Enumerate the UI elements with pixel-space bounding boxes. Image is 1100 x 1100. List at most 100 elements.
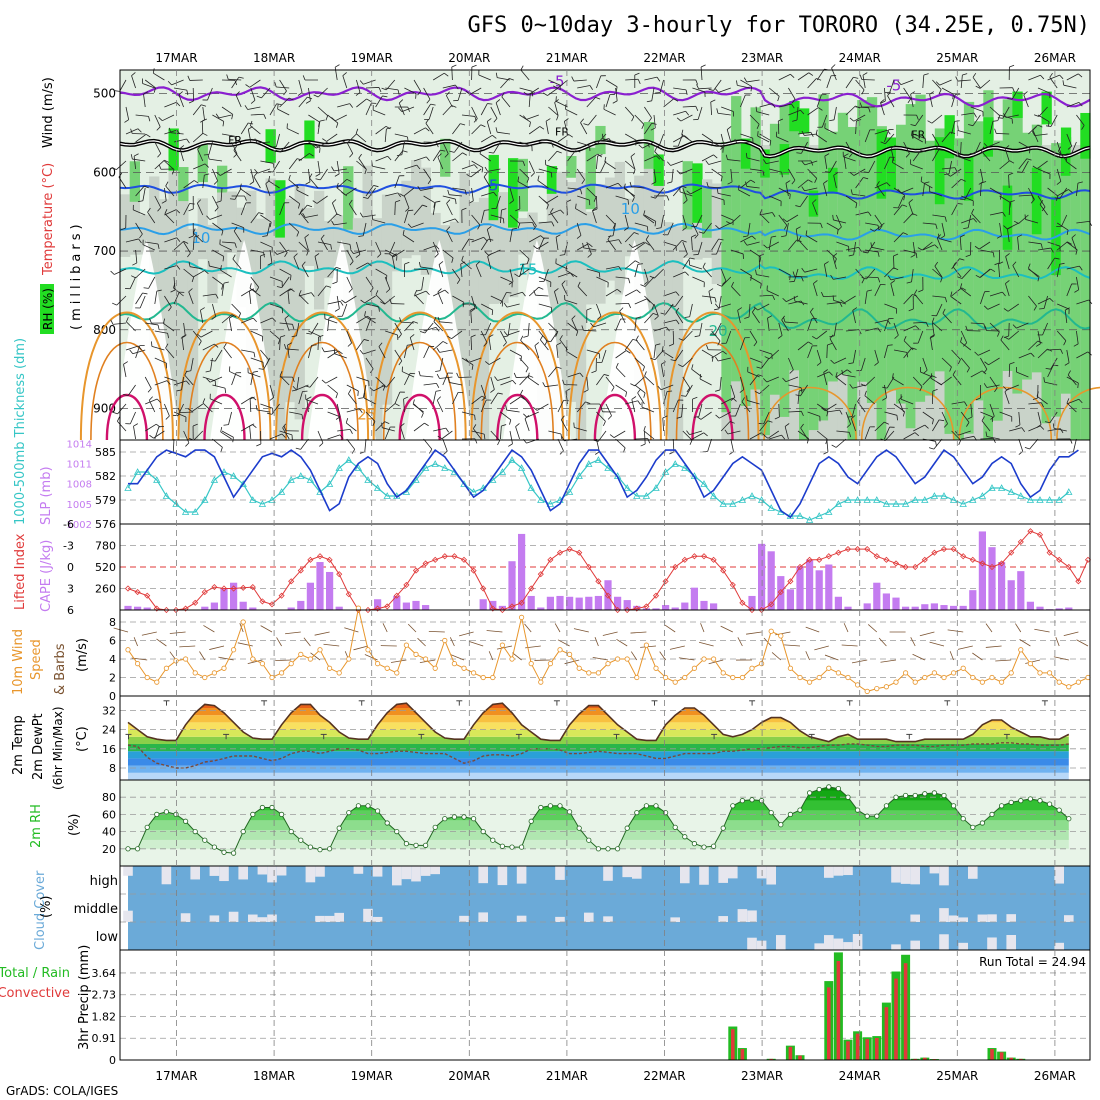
wind-speed-series-point bbox=[864, 688, 870, 694]
wind-barb-flag bbox=[580, 118, 585, 123]
wind-barb bbox=[874, 129, 888, 135]
cape-bar bbox=[892, 597, 900, 610]
wind-speed-series-point bbox=[451, 661, 457, 667]
wind-barb-10m bbox=[417, 637, 426, 647]
wind-barb-flag bbox=[473, 164, 478, 169]
wind-barb-flag bbox=[662, 415, 668, 419]
rh-band-green bbox=[954, 138, 965, 440]
wind-barb bbox=[689, 430, 703, 435]
wind-barb bbox=[807, 168, 817, 179]
wind-barb-flag bbox=[387, 156, 392, 161]
wind-barb-flag bbox=[952, 370, 956, 376]
wind-barb-flag bbox=[483, 342, 488, 347]
wind-barb bbox=[961, 112, 975, 116]
wind-barb-flag bbox=[276, 103, 282, 105]
wind-barb bbox=[172, 438, 175, 453]
date-label-bottom: 25MAR bbox=[936, 1069, 978, 1083]
wind-barb bbox=[365, 102, 372, 116]
wind-barb-flag bbox=[624, 227, 629, 231]
wind-speed-series-point bbox=[854, 682, 861, 688]
wind-barb-10m bbox=[323, 643, 340, 647]
wind-barb bbox=[135, 133, 147, 143]
rh-tick-label: 20 bbox=[102, 843, 116, 856]
wind-barb-flag bbox=[934, 261, 939, 267]
wind-barb bbox=[519, 141, 533, 147]
wind-barb bbox=[832, 256, 837, 270]
wind-barb bbox=[221, 430, 234, 438]
wind-barb-flag bbox=[1005, 280, 1010, 284]
rh-series-point bbox=[979, 820, 986, 826]
rh-band-green bbox=[440, 138, 451, 177]
wind-barb-flag bbox=[116, 416, 120, 422]
wind-speed-series-point bbox=[509, 656, 515, 662]
precip-convective-bar bbox=[731, 1029, 735, 1060]
wind-barb-flag bbox=[655, 343, 661, 346]
wind-barb bbox=[673, 87, 687, 91]
cloud-middle-bar bbox=[910, 914, 920, 922]
wind-barb bbox=[852, 349, 856, 363]
wind-barb bbox=[1076, 330, 1079, 344]
wind-barb-flag bbox=[874, 362, 879, 366]
rh-series-point bbox=[854, 807, 861, 813]
wind-barb bbox=[605, 376, 615, 388]
wind-barb-flag bbox=[176, 102, 181, 107]
wind-barb bbox=[1038, 106, 1048, 117]
wind-barb-flag bbox=[1031, 131, 1036, 136]
wind-barb bbox=[375, 125, 387, 135]
cloud-low-bar bbox=[833, 938, 844, 950]
wind-barb-flag bbox=[560, 209, 565, 214]
wind-barb bbox=[653, 326, 667, 332]
wind-barb bbox=[654, 268, 664, 279]
cape-bar bbox=[930, 603, 938, 610]
wind-barb bbox=[697, 241, 703, 255]
cloud-middle-bar bbox=[977, 914, 988, 922]
wind-barb-10m bbox=[843, 623, 849, 633]
wind-barb bbox=[412, 403, 424, 413]
wind-barb-flag bbox=[130, 154, 133, 160]
wind-barb bbox=[173, 380, 187, 386]
cape-bar bbox=[1055, 608, 1063, 610]
wind-barb bbox=[711, 350, 723, 359]
rh-series-point bbox=[720, 825, 726, 831]
wind-barb-flag bbox=[795, 205, 801, 208]
rh-series-point bbox=[1037, 798, 1043, 804]
wind-barb bbox=[475, 264, 482, 278]
wind-speed-series-point bbox=[1027, 661, 1034, 667]
cloud-layer-label: low bbox=[96, 930, 119, 945]
wind-barb bbox=[212, 168, 219, 182]
wind-barb bbox=[314, 256, 319, 270]
rh-band-mid bbox=[333, 215, 344, 266]
wind-barb bbox=[145, 398, 158, 405]
wind-barb-flag bbox=[461, 255, 464, 261]
wind-barb bbox=[637, 392, 645, 405]
wind-barb-flag bbox=[522, 160, 526, 166]
cape-bar bbox=[1026, 601, 1034, 610]
wind-barb-10m bbox=[929, 641, 945, 647]
wind-barb bbox=[481, 191, 494, 197]
wind-barb-flag bbox=[187, 252, 191, 258]
wind-barb-flag bbox=[994, 387, 998, 393]
wind-barb bbox=[911, 135, 923, 143]
wind-barb-flag bbox=[925, 322, 929, 328]
wind-barb bbox=[509, 268, 514, 282]
precip-convective-bar bbox=[1019, 1058, 1023, 1060]
wind-barb bbox=[554, 102, 559, 116]
wind-barb-flag bbox=[133, 153, 139, 157]
wind-barb-flag bbox=[545, 340, 551, 343]
wind-barb-flag bbox=[311, 344, 317, 346]
cloud-middle-bar bbox=[209, 915, 220, 922]
wind-barb bbox=[934, 265, 943, 278]
wind-barb-flag bbox=[997, 117, 1003, 119]
wind-barb bbox=[1036, 396, 1048, 405]
wind-barb bbox=[240, 122, 249, 135]
wind-barb bbox=[634, 318, 637, 332]
wind-barb bbox=[950, 296, 962, 305]
cape-bar bbox=[690, 587, 698, 610]
wind-barb bbox=[394, 322, 402, 335]
wind-barb bbox=[250, 249, 264, 253]
wind-barb bbox=[583, 247, 597, 251]
rh-band-mid bbox=[314, 190, 325, 310]
wind-barb bbox=[996, 133, 1010, 135]
rh-series-point bbox=[902, 792, 909, 799]
wind-barb bbox=[233, 150, 242, 162]
